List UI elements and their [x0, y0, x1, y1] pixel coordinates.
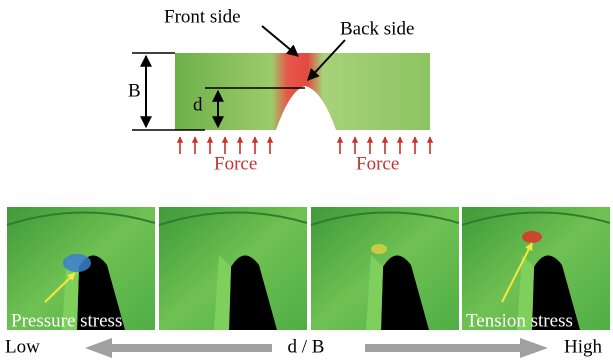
back-label: Back side: [340, 18, 414, 39]
scale-axis: d / B: [288, 336, 325, 357]
d-label: d: [193, 94, 203, 115]
stress-spot: [371, 244, 387, 254]
force-label: Force: [356, 153, 399, 174]
stress-spot: [63, 254, 91, 272]
scale-arrow: [365, 338, 548, 358]
pointer: [262, 26, 298, 56]
force-arrows: [180, 137, 430, 154]
force-label: Force: [214, 153, 257, 174]
scale-arrow: [85, 338, 272, 358]
front-label: Front side: [164, 6, 241, 27]
scale-high: High: [564, 336, 603, 357]
stress-spot: [522, 231, 542, 243]
panels: Pressure stress Tension stress: [7, 207, 610, 331]
b-label: B: [128, 80, 141, 101]
specimen-block: [175, 53, 430, 130]
scale-low: Low: [5, 336, 40, 357]
panel-label: Tension stress: [466, 310, 573, 331]
page: B d Front side Back side Force Force Pre…: [0, 0, 613, 363]
panel-label: Pressure stress: [11, 310, 122, 331]
figure: B d Front side Back side Force Force Pre…: [0, 0, 613, 363]
